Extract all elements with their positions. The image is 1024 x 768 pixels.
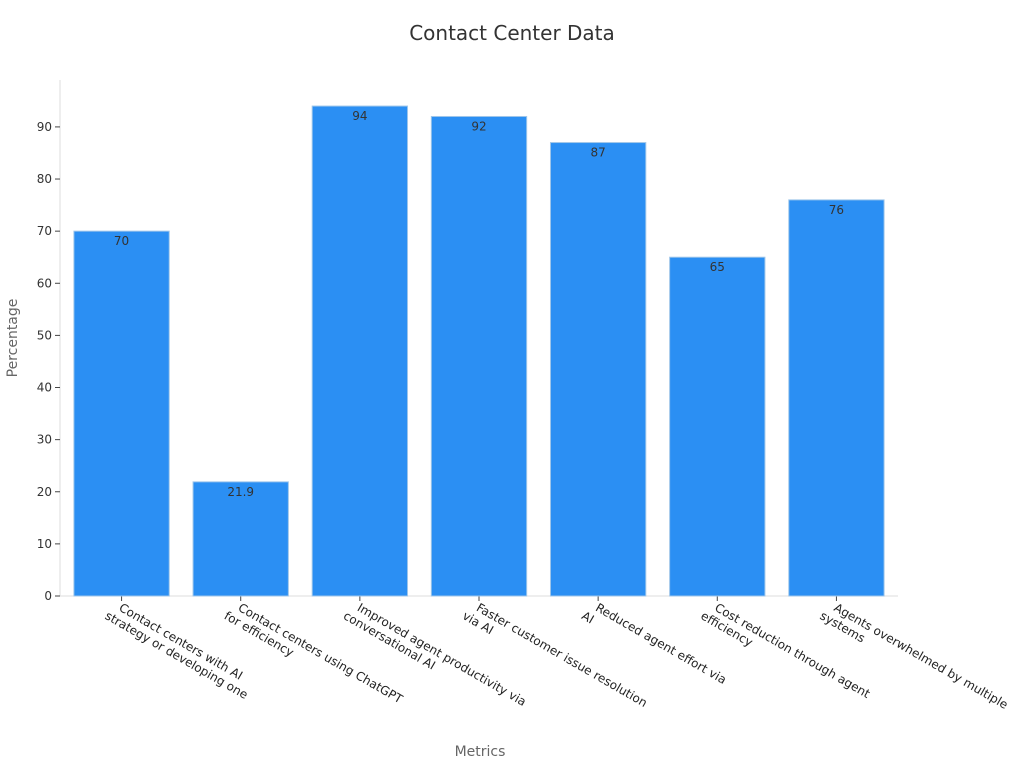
y-tick-label: 10 bbox=[37, 537, 52, 551]
chart-title: Contact Center Data bbox=[409, 21, 615, 45]
bar bbox=[788, 199, 885, 597]
y-tick-label: 70 bbox=[37, 224, 52, 238]
data-label: 87 bbox=[591, 146, 606, 160]
data-label: 94 bbox=[352, 109, 367, 123]
x-tick-label: Agents overwhelmed by multiplesystems bbox=[818, 596, 1011, 724]
y-tick-label: 90 bbox=[37, 120, 52, 134]
bar bbox=[669, 256, 766, 597]
data-label: 92 bbox=[471, 119, 486, 133]
data-label: 76 bbox=[829, 203, 844, 217]
bar bbox=[73, 230, 170, 597]
bar bbox=[549, 142, 647, 597]
x-axis-title: Metrics bbox=[455, 744, 506, 760]
bars-group: 70 21.9 94 92 87 65 76 bbox=[73, 105, 885, 597]
y-tick-label: 30 bbox=[37, 433, 52, 447]
y-tick-label: 80 bbox=[37, 172, 52, 186]
y-tick-label: 40 bbox=[37, 381, 52, 395]
y-axis: 0 10 20 30 40 50 60 70 80 90 bbox=[37, 80, 61, 603]
bar bbox=[430, 115, 528, 597]
data-label: 70 bbox=[114, 234, 129, 248]
y-axis-title: Percentage bbox=[5, 299, 21, 378]
y-tick-label: 60 bbox=[37, 276, 52, 290]
y-tick-label: 0 bbox=[44, 589, 52, 603]
y-tick-label: 20 bbox=[37, 485, 52, 499]
x-axis: Contact centers with AIstrategy or devel… bbox=[60, 595, 1011, 724]
data-label: 21.9 bbox=[227, 485, 254, 499]
bar bbox=[311, 105, 409, 597]
data-label: 65 bbox=[710, 260, 725, 274]
y-tick-label: 50 bbox=[37, 328, 52, 342]
bar bbox=[192, 481, 289, 597]
